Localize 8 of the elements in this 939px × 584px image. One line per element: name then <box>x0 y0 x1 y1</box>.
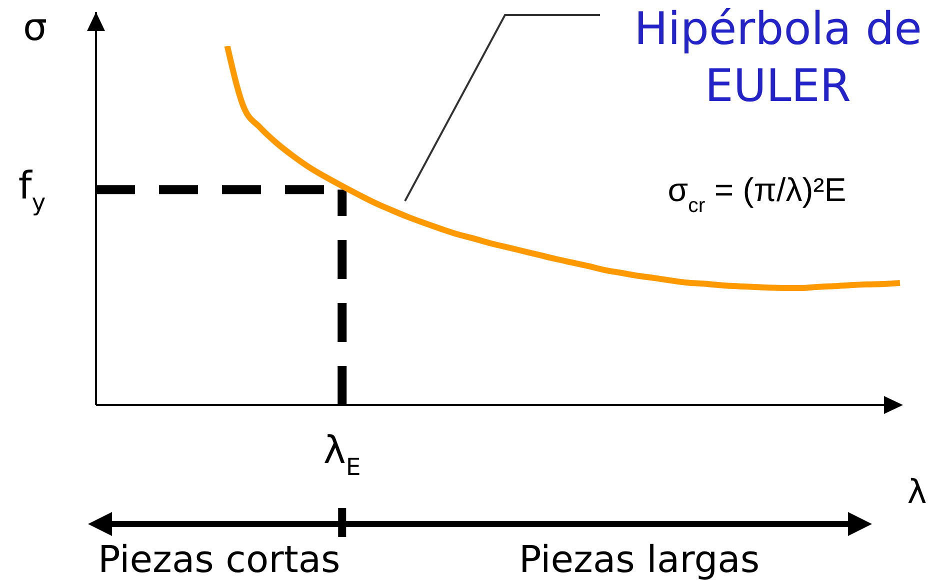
annotation: σ$_{cr}$ = (π/λ)²E <box>668 171 846 217</box>
y-axis-title: σ <box>22 5 48 49</box>
text: λ$_{E}$ <box>323 428 361 482</box>
ref-line-label: f$_{y}$ <box>18 164 46 217</box>
annotation: Hipérbola de EULER <box>633 1 923 114</box>
text: Piezas largas <box>519 538 760 581</box>
x-axis-title: λ <box>907 472 927 511</box>
text: Piezas cortas <box>98 538 340 581</box>
